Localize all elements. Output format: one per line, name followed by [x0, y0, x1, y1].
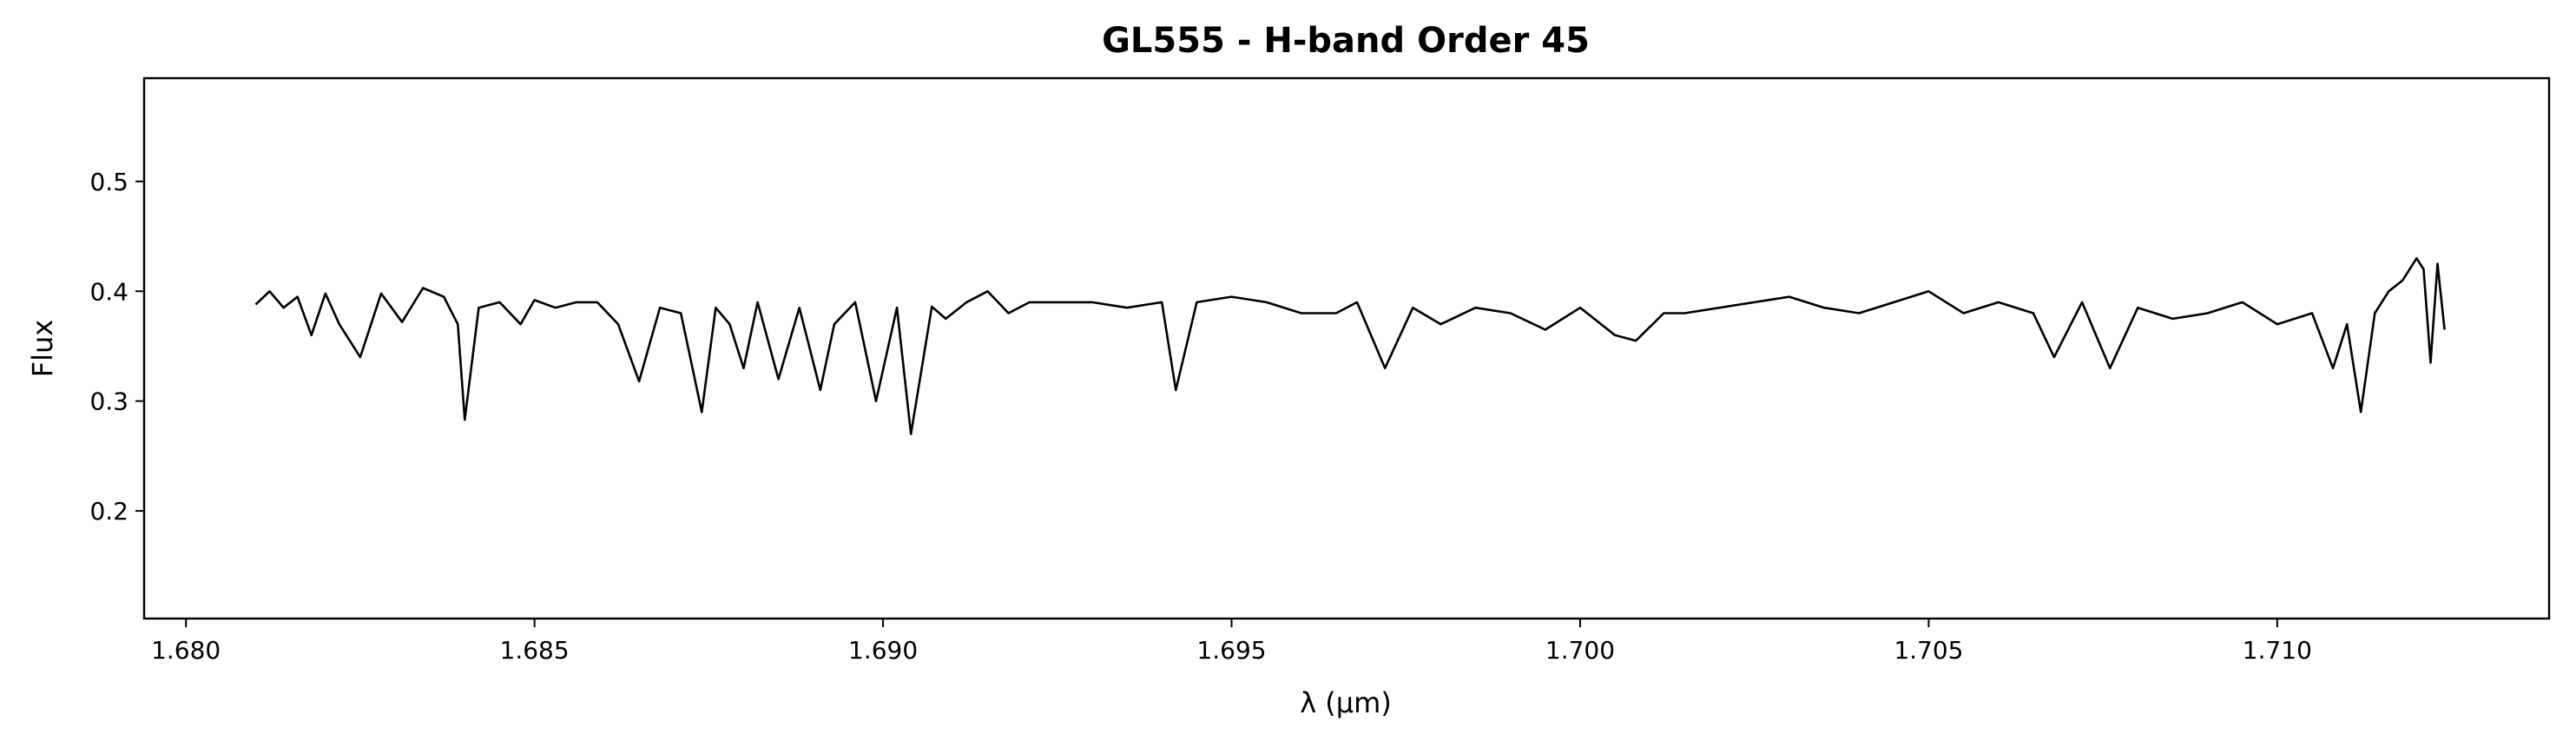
x-axis: 1.680 1.685 1.690 1.695 1.700 1.705 1.710: [151, 619, 2312, 665]
y-tick-label: 0.5: [89, 168, 128, 196]
x-tick-label: 1.710: [2243, 636, 2312, 665]
y-tick-label: 0.2: [89, 497, 128, 526]
y-tick-label: 0.4: [89, 277, 128, 306]
y-axis: 0.2 0.3 0.4 0.5: [89, 168, 144, 526]
y-tick-label: 0.3: [89, 387, 128, 416]
x-tick-label: 1.700: [1545, 636, 1615, 665]
x-tick-label: 1.685: [500, 636, 570, 665]
x-axis-label: λ (μm): [1300, 686, 1392, 719]
spectrum-line: [254, 257, 2446, 435]
x-tick-label: 1.690: [848, 636, 918, 665]
plot-area-frame: [142, 76, 2551, 620]
x-tick-label: 1.705: [1894, 636, 1963, 665]
x-tick-label: 1.695: [1196, 636, 1266, 665]
y-axis-label: Flux: [26, 320, 59, 378]
x-tick-label: 1.680: [151, 636, 221, 665]
chart-title: GL555 - H-band Order 45: [1102, 21, 1590, 61]
